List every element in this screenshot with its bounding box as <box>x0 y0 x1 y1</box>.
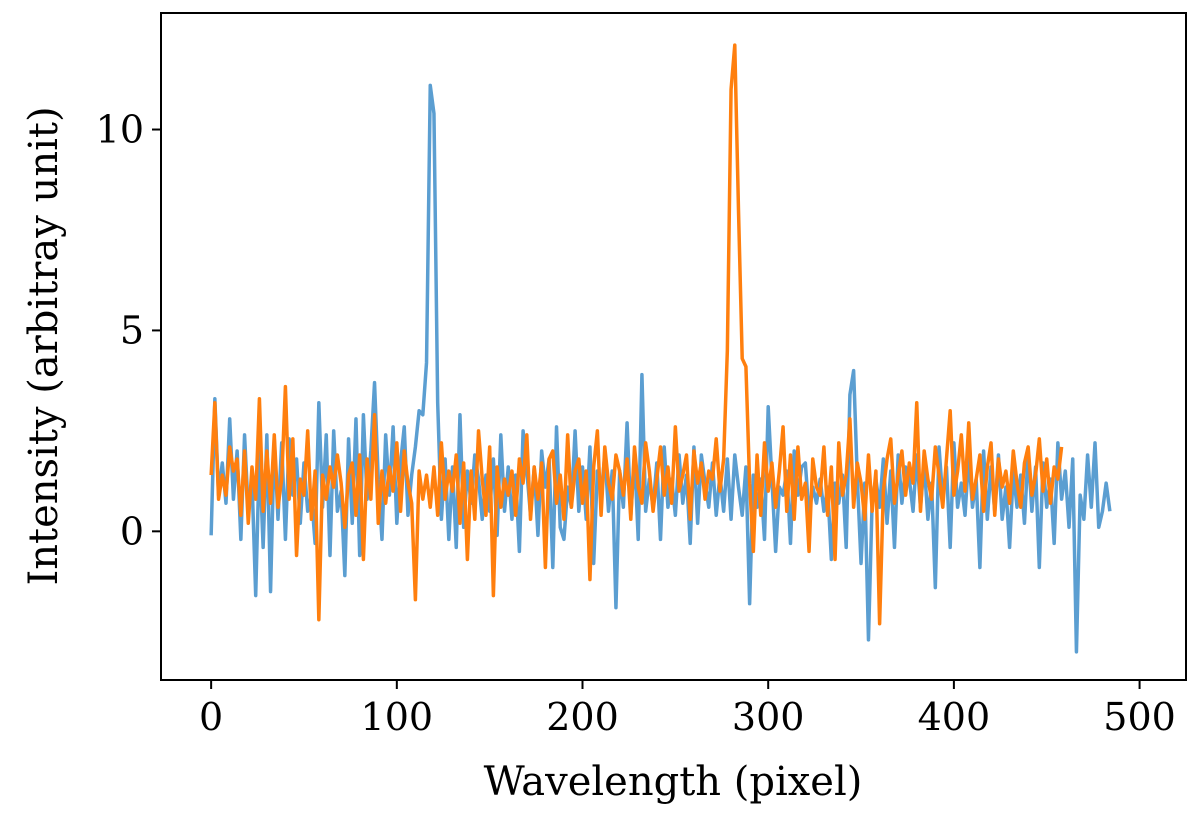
y-axis-label: Intensity (arbitray unit) <box>21 106 67 585</box>
plot-area <box>209 43 1112 654</box>
x-tick-label: 500 <box>1103 695 1176 739</box>
x-axis-label: Wavelength (pixel) <box>484 759 863 805</box>
x-tick-label: 200 <box>546 695 619 739</box>
axes-frame <box>160 12 1187 681</box>
y-axis-ticks: 0 5 10 <box>96 108 161 553</box>
x-tick-label: 400 <box>918 695 991 739</box>
series-line-spectrum_2 <box>209 43 1064 626</box>
x-tick-label: 0 <box>199 695 223 739</box>
x-axis-ticks: 0 100 200 300 400 500 <box>199 680 1176 739</box>
y-tick-label: 10 <box>96 108 144 152</box>
x-tick-label: 300 <box>732 695 805 739</box>
series-line-spectrum_1 <box>209 83 1112 654</box>
y-tick-label: 0 <box>120 509 144 553</box>
y-tick-label: 5 <box>120 308 144 352</box>
x-tick-label: 100 <box>361 695 434 739</box>
